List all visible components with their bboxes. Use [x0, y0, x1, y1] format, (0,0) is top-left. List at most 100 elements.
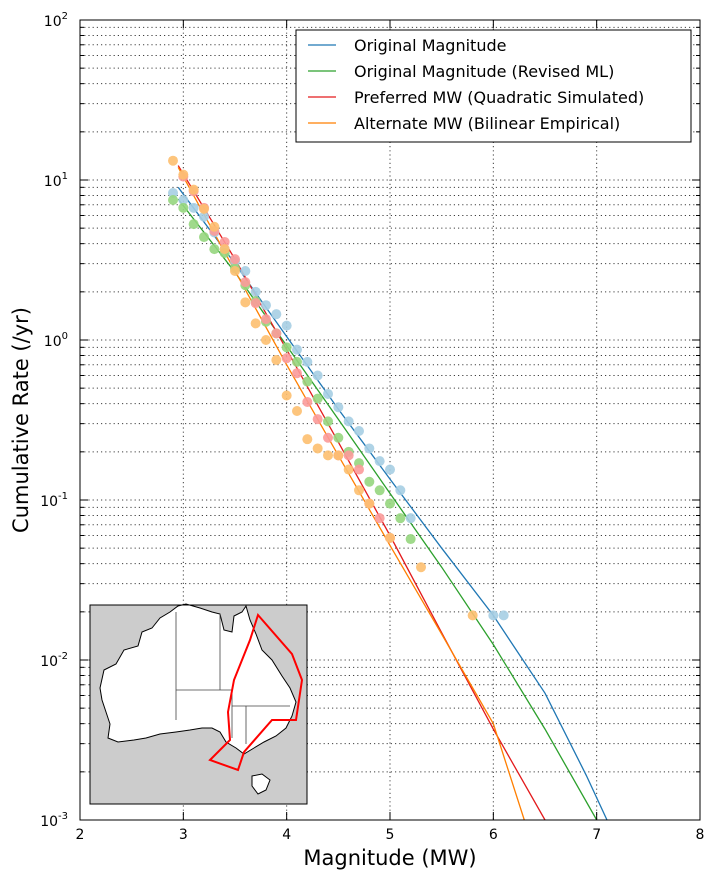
- data-point: [343, 464, 354, 475]
- data-point: [312, 393, 323, 404]
- tasmania: [251, 773, 271, 795]
- data-point: [416, 562, 426, 573]
- y-tick-label: 100: [44, 331, 68, 350]
- data-point: [292, 405, 302, 416]
- data-point: [385, 498, 395, 509]
- data-point: [385, 464, 395, 475]
- data-point: [292, 368, 302, 379]
- data-point: [323, 432, 333, 443]
- data-point: [333, 432, 344, 443]
- data-point: [395, 513, 406, 524]
- data-point: [302, 434, 313, 445]
- x-tick-label: 7: [592, 827, 601, 843]
- data-point: [168, 194, 178, 205]
- data-point: [312, 443, 323, 454]
- data-point: [281, 320, 292, 331]
- data-point: [230, 254, 240, 265]
- data-point: [312, 414, 323, 425]
- legend-label: Preferred MW (Quadratic Simulated): [354, 88, 644, 107]
- data-point: [405, 513, 416, 524]
- data-point: [219, 244, 230, 255]
- data-point: [209, 221, 220, 232]
- data-point: [240, 265, 251, 276]
- y-tick-label: 10-3: [40, 811, 68, 830]
- data-point: [188, 184, 199, 195]
- y-tick-label: 10-2: [40, 651, 68, 670]
- data-point: [343, 450, 354, 461]
- data-point: [261, 300, 271, 311]
- legend-label: Original Magnitude (Revised ML): [354, 62, 614, 81]
- data-point: [281, 342, 292, 353]
- data-point: [188, 219, 199, 230]
- data-point: [467, 610, 478, 621]
- data-point: [323, 388, 333, 399]
- data-point: [312, 370, 323, 381]
- data-point: [250, 298, 261, 309]
- axis-ticks: 2 3 4 5 6 7 8 10-3 10-2 10-1 100 101 102: [40, 11, 704, 843]
- state-borders: [175, 612, 290, 744]
- data-point: [323, 416, 333, 427]
- data-point: [405, 534, 416, 545]
- data-point: [302, 396, 313, 407]
- data-point: [209, 244, 220, 255]
- data-point: [250, 286, 261, 297]
- data-point: [199, 232, 209, 243]
- data-point: [178, 169, 189, 180]
- inset-frame: [89, 604, 308, 805]
- series-line: [177, 198, 598, 820]
- data-point: [199, 211, 209, 222]
- data-point: [292, 356, 302, 367]
- data-points: [168, 155, 509, 621]
- data-point: [271, 354, 282, 365]
- x-tick-label: 6: [489, 827, 498, 843]
- x-tick-label: 4: [282, 827, 291, 843]
- data-point: [488, 610, 499, 621]
- data-point: [281, 390, 292, 401]
- data-point: [364, 498, 375, 509]
- data-point: [240, 277, 251, 288]
- data-point: [354, 485, 364, 496]
- data-point: [292, 344, 302, 355]
- data-point: [178, 194, 189, 205]
- data-point: [385, 532, 395, 543]
- data-point: [250, 318, 261, 329]
- legend-label: Alternate MW (Bilinear Empirical): [354, 114, 620, 133]
- data-point: [302, 376, 313, 387]
- y-tick-label: 102: [44, 11, 68, 30]
- data-point: [188, 202, 199, 213]
- data-point: [395, 485, 406, 496]
- data-point: [333, 450, 344, 461]
- data-point: [240, 297, 251, 308]
- data-point: [333, 402, 344, 413]
- data-point: [271, 328, 282, 339]
- series-line: [177, 186, 608, 820]
- data-point: [374, 513, 385, 524]
- data-point: [302, 356, 313, 367]
- data-point: [374, 456, 385, 467]
- data-point: [323, 450, 333, 461]
- data-point: [281, 353, 292, 364]
- y-axis-label: Cumulative Rate (/yr): [9, 307, 33, 533]
- data-point: [354, 464, 364, 475]
- data-point: [498, 610, 509, 621]
- x-tick-label: 5: [386, 827, 395, 843]
- australia-mainland: [99, 603, 297, 755]
- data-point: [364, 443, 375, 454]
- data-point: [374, 485, 385, 496]
- data-point: [343, 416, 354, 427]
- data-point: [230, 265, 240, 276]
- data-point: [199, 203, 209, 214]
- data-point: [219, 236, 230, 247]
- data-point: [168, 155, 178, 166]
- legend-label: Original Magnitude: [354, 36, 506, 55]
- data-point: [178, 202, 189, 213]
- data-point: [168, 187, 178, 198]
- x-tick-label: 2: [76, 827, 85, 843]
- data-point: [261, 314, 271, 325]
- data-point: [271, 309, 282, 320]
- x-tick-label: 8: [696, 827, 705, 843]
- y-tick-label: 10-1: [40, 491, 68, 510]
- source-zone-outline: [208, 613, 304, 772]
- x-tick-label: 3: [179, 827, 188, 843]
